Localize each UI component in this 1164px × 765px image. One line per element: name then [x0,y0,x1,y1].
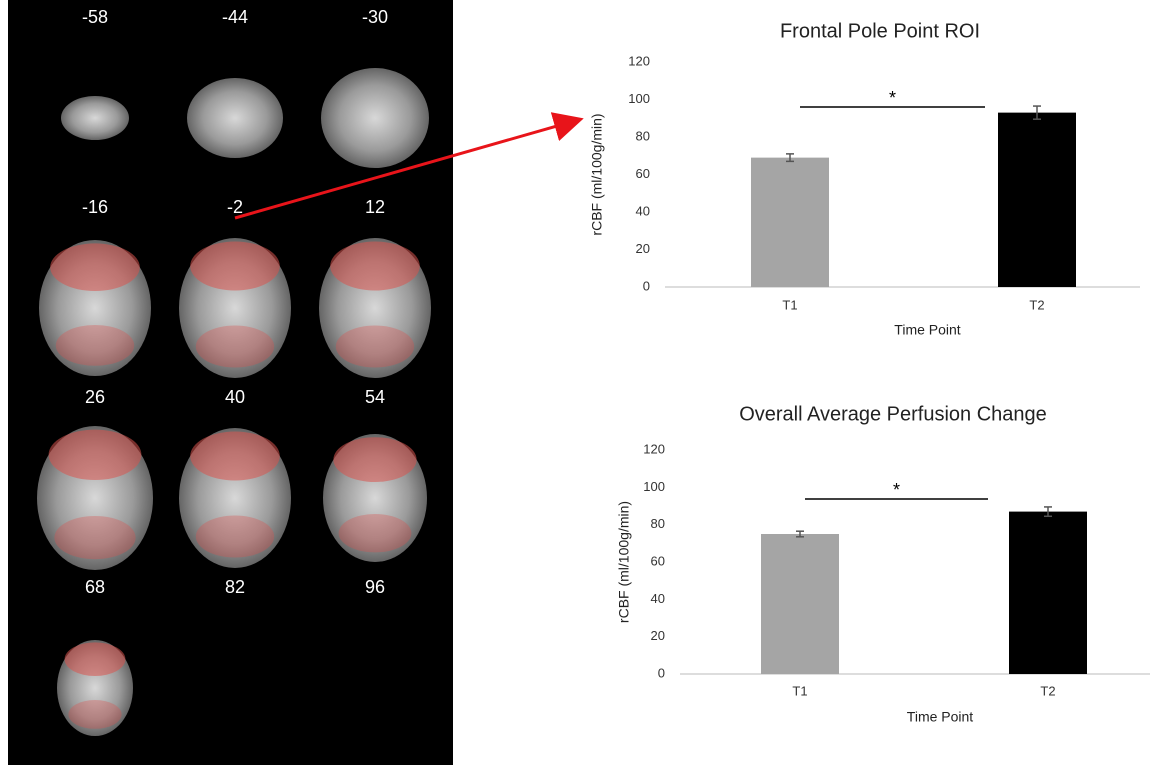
x-axis-label: Time Point [894,322,961,338]
slice-label: 12 [365,197,385,217]
activation [56,325,134,366]
activation [65,642,126,676]
x-tick-label: T2 [1040,683,1055,698]
y-tick-label: 80 [651,516,665,531]
activation [339,514,412,552]
slice-label: 26 [85,387,105,407]
y-tick-label: 20 [651,628,665,643]
y-tick-label: 0 [643,278,650,293]
brain-slice [61,96,129,140]
chart-title: Overall Average Perfusion Change [739,403,1047,425]
slice-label: 96 [365,577,385,597]
activation [196,326,274,368]
chart-title: Frontal Pole Point ROI [780,20,980,42]
x-tick-label: T1 [782,297,797,312]
slice-label: -30 [362,7,388,27]
x-axis-label: Time Point [907,709,974,725]
activation [336,326,414,368]
slice-label: -44 [222,7,248,27]
activation [190,432,280,481]
y-tick-label: 40 [636,203,650,218]
activation [54,516,135,559]
y-tick-label: 120 [643,441,665,456]
y-tick-label: 60 [651,553,665,568]
y-tick-label: 80 [636,128,650,143]
brain-slice [187,78,283,158]
x-tick-label: T2 [1029,297,1044,312]
slice-label: -16 [82,197,108,217]
x-tick-label: T1 [792,683,807,698]
activation [196,516,274,558]
y-tick-label: 40 [651,591,665,606]
slice-label: 54 [365,387,385,407]
y-axis-label: rCBF (ml/100g/min) [589,113,605,235]
activation [333,437,416,482]
y-tick-label: 100 [628,91,650,106]
y-tick-label: 120 [628,53,650,68]
activation [190,242,280,291]
bar [761,534,839,674]
slice-label: -58 [82,7,108,27]
y-tick-label: 0 [658,665,665,680]
y-tick-label: 20 [636,241,650,256]
y-tick-label: 60 [636,166,650,181]
activation [330,242,420,291]
significance-marker: * [889,88,896,108]
activation [68,700,121,729]
slice-label: -2 [227,197,243,217]
bar [751,158,829,287]
bar [1009,512,1087,674]
y-axis-label: rCBF (ml/100g/min) [616,501,632,623]
slice-label: 82 [225,577,245,597]
figure: -58 -44 -30 -16 -2 12 26 40 54 68 82 96 Frontal Pol… [0,0,1164,765]
slice-label: 68 [85,577,105,597]
brain-slice [321,68,429,168]
significance-marker: * [893,480,900,500]
bar [998,113,1076,287]
activation [49,430,142,480]
slice-label: 40 [225,387,245,407]
y-tick-label: 100 [643,479,665,494]
activation [50,243,140,291]
